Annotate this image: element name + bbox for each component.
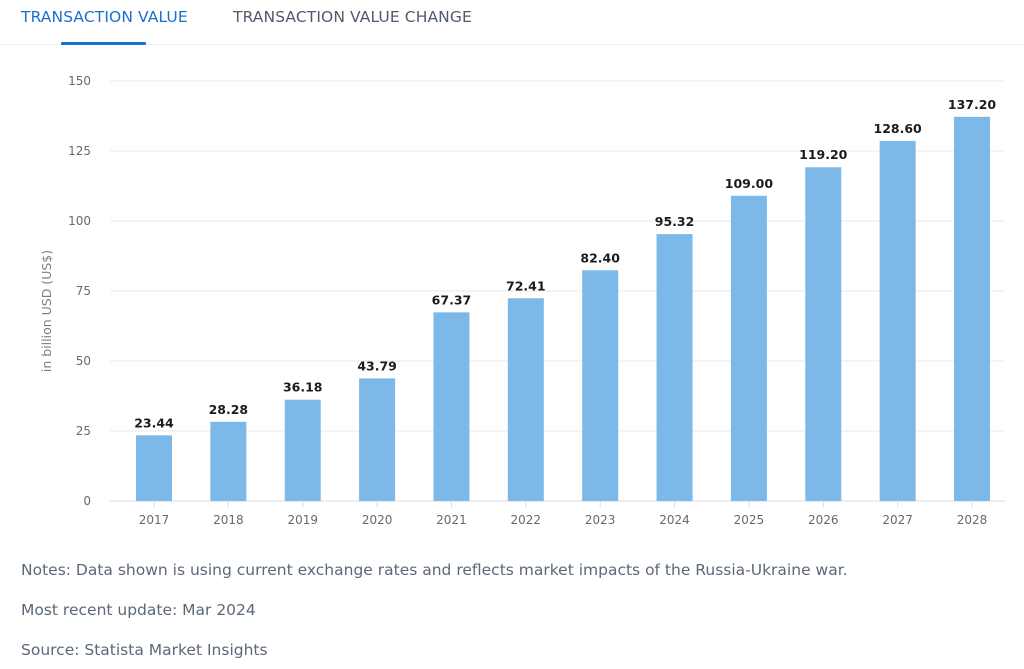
value-label-2022: 72.41 [506,278,546,293]
value-label-2028: 137.20 [948,97,997,112]
x-tick-label: 2026 [808,513,839,527]
x-tick-label: 2027 [882,513,913,527]
y-tick-label: 75 [76,284,91,298]
bars [136,116,990,502]
y-axis-title: in billion USD (US$) [39,250,54,372]
y-tick-label: 0 [83,494,91,508]
y-axis-ticks: 0 25 50 75 100 125 150 [68,74,91,508]
bar-2019[interactable] [284,399,321,501]
x-tick-label: 2022 [511,513,542,527]
x-tick-label: 2019 [287,513,318,527]
y-tick-label: 25 [76,424,91,438]
y-tick-label: 100 [68,214,91,228]
bar-2024[interactable] [656,234,693,501]
bar-2027[interactable] [879,140,916,502]
x-tick-label: 2020 [362,513,393,527]
bar-2022[interactable] [507,298,544,501]
chart-notes: Notes: Data shown is using current excha… [21,561,848,579]
chart-source: Source: Statista Market Insights [21,641,268,659]
bar-2026[interactable] [805,167,842,501]
value-label-2021: 67.37 [432,292,472,307]
tab-transaction-value-change[interactable]: TRANSACTION VALUE CHANGE [233,8,472,26]
y-tick-label: 150 [68,74,91,88]
bar-2018[interactable] [210,421,247,501]
x-tick-label: 2018 [213,513,244,527]
bar-2020[interactable] [359,378,396,501]
x-tick-label: 2023 [585,513,616,527]
value-label-2025: 109.00 [725,176,774,191]
value-label-2027: 128.60 [874,121,923,136]
value-label-2023: 82.40 [580,250,620,265]
value-label-2026: 119.20 [799,147,848,162]
value-labels: 23.44 28.28 36.18 43.79 67.37 72.41 82.40 95.32… [134,97,996,431]
y-tick-label: 125 [68,144,91,158]
x-axis-ticks: 2017 2018 2019 2020 2021 2022 2023 2024 2025 2026… [139,501,988,527]
value-label-2019: 36.18 [283,380,323,395]
active-tab-indicator [61,42,146,45]
bar-chart: 0 25 50 75 100 125 150 in billion USD (US$) 23… [39,74,1005,527]
bar-2017[interactable] [136,435,172,501]
value-label-2017: 23.44 [134,415,174,430]
gridlines [110,80,1005,502]
value-label-2024: 95.32 [655,214,695,229]
x-tick-label: 2024 [659,513,690,527]
tab-transaction-value[interactable]: TRANSACTION VALUE [21,8,188,26]
tab-bar: TRANSACTION VALUE TRANSACTION VALUE CHAN… [0,0,1024,45]
bar-2025[interactable] [730,195,767,502]
y-tick-label: 50 [76,354,91,368]
value-label-2018: 28.28 [209,402,249,417]
x-tick-label: 2028 [957,513,988,527]
bar-2021[interactable] [433,312,470,501]
bar-2028[interactable] [954,116,990,501]
bar-2023[interactable] [582,270,619,501]
value-label-2020: 43.79 [357,358,397,373]
x-tick-label: 2025 [734,513,765,527]
x-tick-label: 2021 [436,513,467,527]
chart-update-date: Most recent update: Mar 2024 [21,601,256,619]
x-tick-label: 2017 [139,513,170,527]
